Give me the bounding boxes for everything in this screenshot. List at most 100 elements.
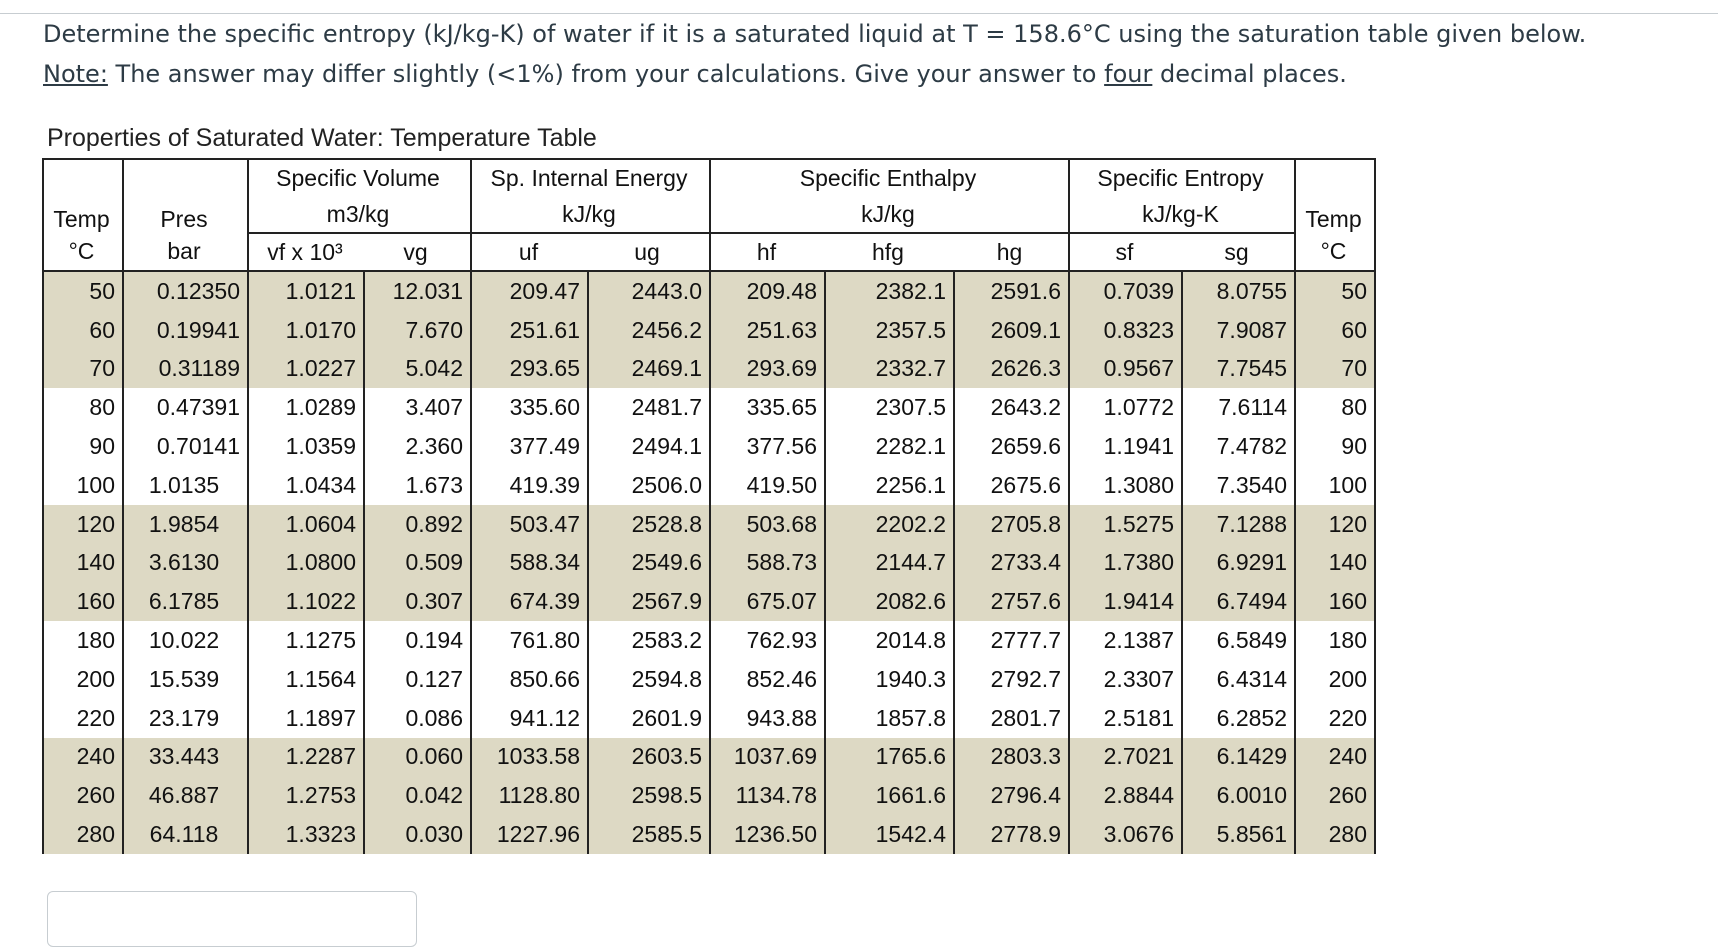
table-cell: 23.179 [123, 698, 249, 738]
table-row: 160 6.1785 1.1022 0.307 674.39 2567.9 675.07 20… [42, 582, 1376, 622]
sub-uf: uf [471, 232, 588, 272]
table-cell: 90 [42, 427, 124, 466]
table-cell: 3.407 [364, 388, 472, 428]
table-row: 280 64.118 1.3323 0.030 1227.96 2585.5 1236.50… [42, 815, 1376, 854]
table-cell: 6.4314 [1182, 659, 1296, 699]
table-cell: 260 [42, 776, 124, 816]
table-cell: 1.0121 [248, 271, 365, 311]
table-cell: 160 [42, 582, 124, 622]
table-cell: 2282.1 [825, 427, 955, 466]
table-cell: 2733.4 [954, 543, 1070, 583]
header-temp-right: Temp [1295, 158, 1376, 233]
table-cell: 160 [1295, 582, 1376, 622]
table-cell: 2.3307 [1069, 659, 1183, 699]
table-cell: 0.70141 [123, 427, 249, 466]
group-enthalpy: Specific Enthalpy [710, 158, 1070, 196]
table-cell: 1.0434 [248, 465, 365, 505]
table-cell: 2456.2 [588, 310, 711, 350]
table-row: 140 3.6130 1.0800 0.509 588.34 2549.6 588.73 21… [42, 543, 1376, 583]
table-cell: 0.509 [364, 543, 472, 583]
table-row: 220 23.179 1.1897 0.086 941.12 2601.9 943.88 18… [42, 698, 1376, 738]
table-cell: 120 [1295, 504, 1376, 544]
table-cell: 0.9567 [1069, 349, 1183, 389]
table-row: 260 46.887 1.2753 0.042 1128.80 2598.5 1134.78… [42, 776, 1376, 816]
table-cell: 2583.2 [588, 621, 711, 660]
table-cell: 12.031 [364, 271, 472, 311]
table-cell: 6.2852 [1182, 698, 1296, 738]
table-cell: 1.0227 [248, 349, 365, 389]
table-cell: 64.118 [123, 815, 249, 854]
sub-sf: sf [1069, 232, 1182, 272]
table-cell: 7.6114 [1182, 388, 1296, 428]
table-cell: 293.69 [710, 349, 826, 389]
sub-ug: ug [588, 232, 711, 272]
table-cell: 209.48 [710, 271, 826, 311]
table-cell: 335.60 [471, 388, 589, 428]
table-cell: 588.73 [710, 543, 826, 583]
top-divider [0, 13, 1718, 14]
table-cell: 761.80 [471, 621, 589, 660]
table-cell: 1.0170 [248, 310, 365, 350]
table-cell: 2801.7 [954, 698, 1070, 738]
table-cell: 0.307 [364, 582, 472, 622]
table-cell: 2.1387 [1069, 621, 1183, 660]
table-cell: 1128.80 [471, 776, 589, 816]
table-cell: 2082.6 [825, 582, 955, 622]
table-cell: 2.360 [364, 427, 472, 466]
table-cell: 2777.7 [954, 621, 1070, 660]
table-cell: 6.1785 [123, 582, 249, 622]
table-cell: 2598.5 [588, 776, 711, 816]
table-cell: 2757.6 [954, 582, 1070, 622]
table-cell: 2307.5 [825, 388, 955, 428]
table-cell: 2549.6 [588, 543, 711, 583]
question-line-1: Determine the specific entropy (kJ/kg-K)… [43, 20, 1587, 48]
table-cell: 180 [1295, 621, 1376, 660]
table-cell: 2591.6 [954, 271, 1070, 311]
table-cell: 0.8323 [1069, 310, 1183, 350]
table-cell: 1.1564 [248, 659, 365, 699]
table-cell: 260 [1295, 776, 1376, 816]
table-cell: 10.022 [123, 621, 249, 660]
table-cell: 100 [42, 465, 124, 505]
table-row: 120 1.9854 1.0604 0.892 503.47 2528.8 503.68 22… [42, 504, 1376, 544]
table-cell: 2601.9 [588, 698, 711, 738]
table-cell: 2202.2 [825, 504, 955, 544]
table-cell: 220 [1295, 698, 1376, 738]
table-cell: 0.12350 [123, 271, 249, 311]
table-cell: 8.0755 [1182, 271, 1296, 311]
table-cell: 503.47 [471, 504, 589, 544]
table-cell: 3.0676 [1069, 815, 1183, 854]
table-cell: 6.9291 [1182, 543, 1296, 583]
table-cell: 2481.7 [588, 388, 711, 428]
table-cell: 2014.8 [825, 621, 955, 660]
table-cell: 1.1941 [1069, 427, 1183, 466]
table-cell: 220 [42, 698, 124, 738]
table-cell: 60 [42, 310, 124, 350]
table-cell: 200 [42, 659, 124, 699]
emphasis-four: four [1104, 60, 1153, 88]
table-cell: 1.0289 [248, 388, 365, 428]
table-cell: 1765.6 [825, 737, 955, 777]
table-cell: 1.2753 [248, 776, 365, 816]
table-cell: 0.19941 [123, 310, 249, 350]
table-row: 90 0.70141 1.0359 2.360 377.49 2494.1 377.56 22… [42, 427, 1376, 466]
table-cell: 2.5181 [1069, 698, 1183, 738]
table-cell: 0.31189 [123, 349, 249, 389]
table-row: 70 0.31189 1.0227 5.042 293.65 2469.1 293.69 23… [42, 349, 1376, 389]
note-label: Note: [43, 60, 108, 88]
table-cell: 80 [1295, 388, 1376, 428]
table-cell: 7.7545 [1182, 349, 1296, 389]
table-cell: 2585.5 [588, 815, 711, 854]
table-cell: 7.1288 [1182, 504, 1296, 544]
answer-input[interactable] [47, 891, 417, 947]
table-row: 60 0.19941 1.0170 7.670 251.61 2456.2 251.63 23… [42, 310, 1376, 350]
table-cell: 2494.1 [588, 427, 711, 466]
table-cell: 941.12 [471, 698, 589, 738]
table-cell: 2469.1 [588, 349, 711, 389]
table-cell: 850.66 [471, 659, 589, 699]
sub-vg: vg [364, 232, 472, 272]
table-cell: 2506.0 [588, 465, 711, 505]
table-cell: 3.6130 [123, 543, 249, 583]
table-cell: 1.673 [364, 465, 472, 505]
table-cell: 2144.7 [825, 543, 955, 583]
